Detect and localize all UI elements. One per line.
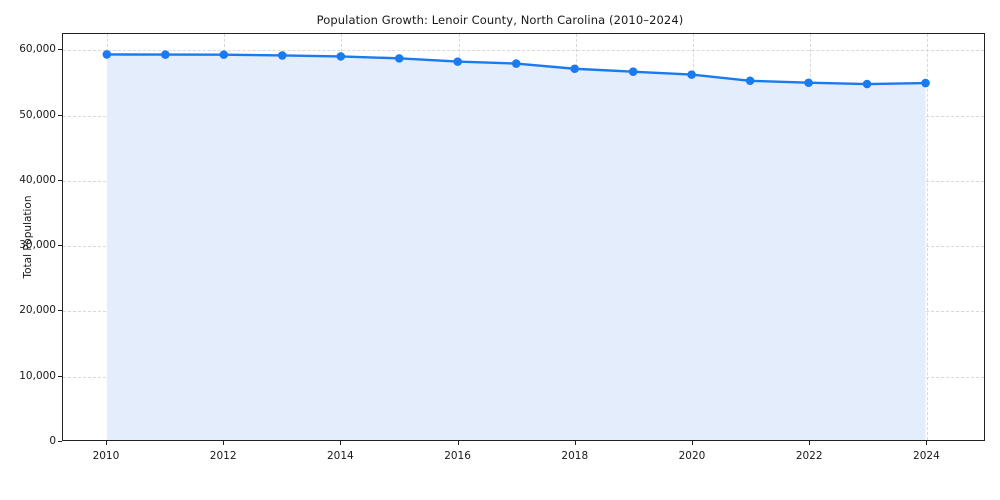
y-axis-tick-label: 20,000 [19,304,56,317]
data-point-marker [745,76,755,86]
x-axis-tick-label: 2024 [913,450,940,462]
x-axis-tick-mark [457,441,459,445]
x-axis-tick-mark [340,441,342,445]
x-axis-tick-mark [809,441,811,445]
data-point-marker [102,50,112,59]
x-axis-tick-mark [105,441,107,445]
data-point-marker [921,78,930,88]
plot-area [62,33,985,441]
y-axis-tick-mark [58,310,62,312]
data-point-marker [277,51,287,60]
population-series [102,50,930,440]
x-axis-tick-mark [926,441,928,445]
y-axis-tick-mark [58,179,62,181]
data-point-marker [687,70,696,79]
data-point-marker [804,78,813,87]
data-point-marker [394,54,404,63]
y-axis-tick-label: 40,000 [19,173,56,186]
data-point-marker [336,52,346,61]
y-axis-tick-mark [58,114,62,116]
y-axis-tick-mark [58,375,62,377]
x-axis-tick-label: 2018 [561,450,589,462]
x-axis-tick-label: 2012 [209,450,237,462]
x-axis-tick-label: 2014 [326,450,354,462]
y-axis-tick-label: 50,000 [19,108,56,121]
x-axis-tick-mark [691,441,693,445]
data-point-marker [161,50,170,59]
x-axis-tick-label: 2010 [92,450,120,462]
data-point-marker [570,64,579,74]
x-axis-tick-mark [574,441,576,445]
y-axis-tick-label: 60,000 [19,43,56,56]
data-point-marker [219,50,229,59]
data-point-markers [102,50,930,89]
data-point-marker [862,79,872,89]
y-axis-tick-mark [58,441,62,442]
y-axis-tick-mark [58,49,62,51]
y-axis-tick-mark [58,245,62,247]
y-axis-tick-label: 10,000 [19,369,56,382]
chart-title: Population Growth: Lenoir County, North … [316,13,684,27]
y-axis-label: Total Population [22,195,34,279]
data-point-marker [628,67,638,76]
data-point-marker [511,59,521,68]
y-axis-tick-label: 30,000 [19,239,56,252]
x-axis-tick-label: 2022 [795,450,823,462]
data-point-marker [453,57,463,66]
x-axis-tick-label: 2016 [444,450,471,462]
area-fill [106,54,926,440]
y-axis-tick-label: 0 [49,435,56,447]
x-axis-tick-mark [223,441,225,445]
x-axis-tick-label: 2020 [678,450,706,462]
